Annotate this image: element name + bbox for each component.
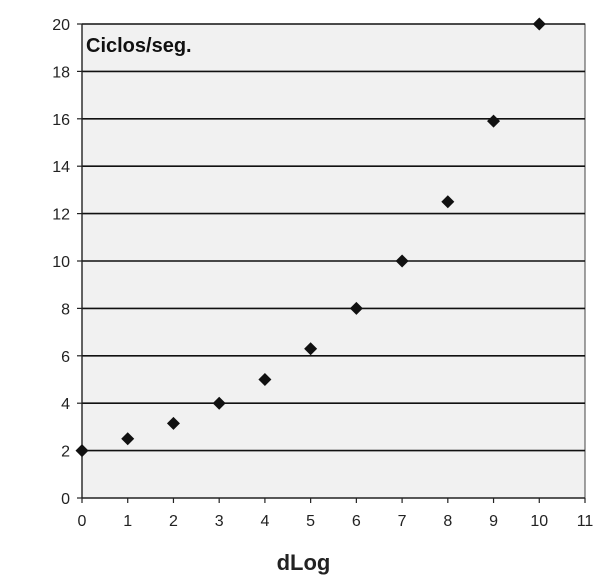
y-tick-label-6: 6: [61, 349, 70, 366]
data-point-4: [258, 373, 272, 386]
y-tick-label-0: 0: [61, 491, 70, 508]
data-points: [75, 17, 546, 458]
x-axis-title: dLog: [277, 550, 331, 575]
y-tick-label-18: 18: [52, 64, 70, 81]
y-tick-label-20: 20: [52, 17, 70, 34]
data-point-8: [441, 195, 455, 209]
y-tick-label-10: 10: [52, 254, 70, 271]
data-point-2: [166, 416, 180, 430]
data-point-0: [75, 444, 89, 458]
data-point-10: [532, 17, 546, 31]
x-tick-label-3: 3: [215, 513, 224, 530]
y-tick-label-16: 16: [52, 112, 70, 129]
x-tick-label-4: 4: [260, 513, 269, 530]
y-tick-label-2: 2: [61, 444, 70, 461]
y-tick-label-12: 12: [52, 207, 70, 224]
data-point-5: [304, 342, 318, 356]
x-tick-label-6: 6: [352, 513, 361, 530]
data-point-7: [395, 254, 409, 268]
x-tick-label-11: 11: [577, 513, 594, 530]
y-tick-label-8: 8: [61, 301, 70, 318]
gridlines: [82, 23, 585, 452]
data-point-6: [349, 301, 363, 315]
x-tick-label-1: 1: [123, 513, 132, 530]
x-tick-label-9: 9: [489, 513, 498, 530]
x-tick-label-8: 8: [443, 513, 452, 530]
x-tick-label-0: 0: [78, 513, 87, 530]
data-point-3: [212, 396, 226, 410]
x-tick-label-10: 10: [530, 513, 548, 530]
y-tick-label-4: 4: [61, 396, 70, 413]
x-tick-label-5: 5: [306, 513, 315, 530]
data-point-9: [487, 114, 501, 128]
y-axis-title: Ciclos/seg.: [86, 35, 192, 57]
axes: [77, 23, 586, 503]
x-tick-label-2: 2: [169, 513, 178, 530]
y-tick-label-14: 14: [52, 159, 70, 176]
data-point-1: [121, 432, 135, 446]
x-tick-label-7: 7: [398, 513, 407, 530]
